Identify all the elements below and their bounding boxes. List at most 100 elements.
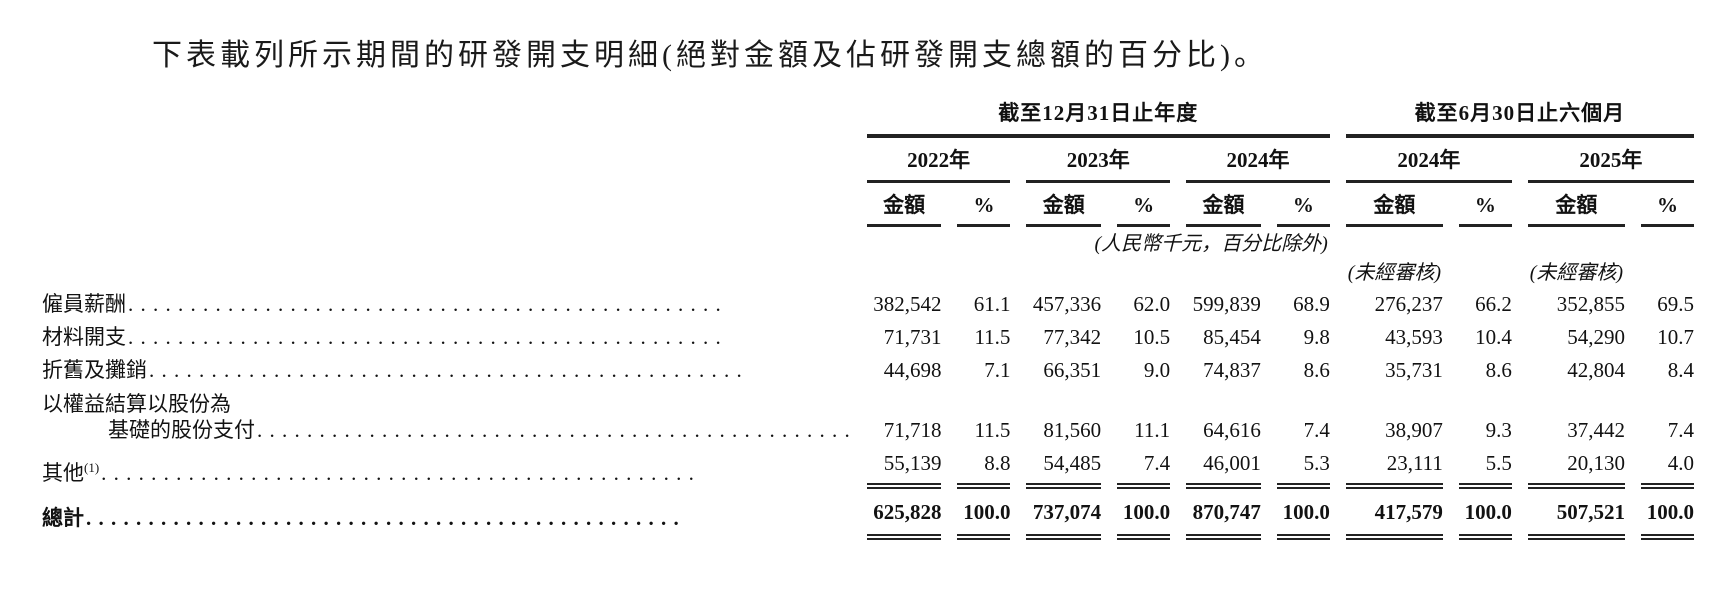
cell-total-value: 870,747: [1186, 489, 1261, 540]
cell-value: 64,616: [1203, 417, 1261, 442]
cell-value: 20,130: [1527, 446, 1625, 490]
label-spacer: [42, 94, 851, 138]
cell-value: 54,485: [1026, 446, 1102, 490]
cell-total-value: 625,828: [866, 489, 942, 540]
cell-value: 599,839: [1192, 291, 1261, 316]
table-row-total: 總計 625,828 100.0 737,074 100.0 870,747 1…: [42, 489, 1694, 540]
col-header-percent: %: [1276, 183, 1330, 227]
cell-value: 8.4: [1667, 358, 1694, 383]
unaudited-note-row: (未經審核) (未經審核): [42, 259, 1694, 287]
row-label: 總計: [42, 489, 851, 539]
spacer: [42, 259, 1330, 287]
cell-value: 68.9: [1293, 291, 1330, 316]
cell-value: 55,139: [866, 446, 942, 490]
cell-value: 352,855: [1556, 291, 1625, 316]
col-header-amount: 金額: [866, 183, 942, 227]
cell-value: 23,111: [1345, 446, 1443, 490]
row-label: 其他(1): [42, 446, 851, 489]
table-row-others: 其他(1) 55,139 8.8 54,485 7.4 46,001 5.3 2…: [42, 446, 1694, 490]
year-2023: 2023年: [1026, 138, 1171, 183]
table-row-employee-remuneration: 僱員薪酬 382,542 61.1 457,336 62.0 599,839 6…: [42, 287, 1694, 320]
cell-value: 42,804: [1567, 358, 1625, 383]
spacer: [1346, 227, 1694, 259]
cell-value: 62.0: [1133, 291, 1171, 316]
cell-value: 8.8: [957, 446, 1011, 490]
cell-value: 10.7: [1657, 325, 1694, 349]
cell-value: 10.4: [1475, 325, 1512, 349]
cell-value: 11.1: [1134, 417, 1171, 442]
row-label: 僱員薪酬: [42, 287, 851, 320]
cell-value: 66,351: [1043, 358, 1102, 383]
col-header-amount: 金額: [1026, 183, 1102, 227]
year-2025-6m: 2025年: [1527, 138, 1694, 183]
cell-value: 11.5: [974, 325, 1011, 349]
cell-value: 37,442: [1567, 417, 1625, 442]
cell-value: 457,336: [1032, 291, 1102, 316]
cell-value: 11.5: [974, 417, 1011, 442]
cell-total-value: 737,074: [1026, 489, 1102, 540]
cell-value: 81,560: [1043, 417, 1102, 442]
group-header-annual: 截至12月31日止年度: [866, 94, 1330, 139]
cell-value: 7.4: [1117, 446, 1171, 490]
label-spacer: [42, 138, 851, 182]
cell-total-value: 417,579: [1345, 489, 1443, 540]
table-row-share-based-payments: 以權益結算以股份為 基礎的股份支付 71,718 11.5 81,560 11.…: [42, 387, 1694, 447]
cell-value: 44,698: [883, 358, 942, 383]
col-header-amount: 金額: [1186, 183, 1261, 227]
col-header-percent: %: [1117, 183, 1171, 227]
cell-total-value: 100.0: [957, 489, 1011, 540]
dot-leader: [99, 460, 851, 486]
unit-note: (人民幣千元，百分比除外): [1094, 232, 1328, 255]
label-spacer: [42, 183, 851, 227]
year-2022: 2022年: [866, 138, 1011, 183]
dot-leader: [147, 357, 851, 383]
footnote-ref: (1): [84, 460, 100, 475]
cell-value: 276,237: [1374, 291, 1443, 316]
cell-value: 85,454: [1203, 325, 1261, 349]
cell-value: 382,542: [873, 291, 942, 316]
cell-value: 77,342: [1043, 325, 1102, 349]
period-group-header-row: 截至12月31日止年度 截至6月30日止六個月: [42, 94, 1694, 139]
col-header-amount: 金額: [1527, 183, 1625, 227]
table-row-materials: 材料開支 71,731 11.5 77,342 10.5 85,454 9.8 …: [42, 320, 1694, 353]
cell-value: 9.0: [1143, 358, 1171, 383]
row-label: 材料開支: [42, 320, 851, 353]
unaudited-note-2024: (未經審核): [1347, 261, 1442, 284]
table-row-depreciation-amortisation: 折舊及攤銷 44,698 7.1 66,351 9.0 74,837 8.6 3…: [42, 353, 1694, 386]
col-header-amount: 金額: [1345, 183, 1443, 227]
group-header-six-months: 截至6月30日止六個月: [1345, 94, 1694, 139]
cell-value: 74,837: [1203, 358, 1261, 383]
cell-value: 66.2: [1475, 291, 1512, 316]
year-header-row: 2022年 2023年 2024年 2024年 2025年: [42, 138, 1694, 183]
spacer: [1641, 259, 1694, 287]
unaudited-note-2025: (未經審核): [1529, 261, 1624, 284]
row-label: 折舊及攤銷: [42, 353, 851, 386]
col-header-percent: %: [1640, 183, 1694, 227]
cell-value: 7.4: [1667, 417, 1694, 442]
cell-value: 5.3: [1276, 446, 1330, 490]
cell-total-value: 100.0: [1117, 489, 1171, 540]
cell-total-value: 100.0: [1640, 489, 1694, 540]
year-2024: 2024年: [1186, 138, 1330, 183]
cell-value: 69.5: [1657, 291, 1694, 316]
page-title: 下表載列所示期間的研發開支明細(絕對金額及佔研發開支總額的百分比)。: [152, 39, 1268, 72]
cell-value: 54,290: [1567, 325, 1625, 349]
cell-value: 9.3: [1485, 417, 1512, 442]
cell-value: 9.8: [1303, 325, 1330, 349]
cell-total-value: 100.0: [1458, 489, 1512, 540]
cell-value: 10.5: [1133, 325, 1171, 349]
cell-total-value: 507,521: [1527, 489, 1625, 540]
cell-value: 46,001: [1186, 446, 1261, 490]
unit-note-row: (人民幣千元，百分比除外): [42, 227, 1694, 259]
year-2024-6m: 2024年: [1345, 138, 1512, 183]
col-header-percent: %: [957, 183, 1011, 227]
dot-leader: [126, 324, 851, 350]
cell-value: 7.1: [984, 358, 1011, 383]
cell-value: 43,593: [1385, 325, 1443, 349]
spacer: [1459, 259, 1512, 287]
label-spacer: [42, 227, 851, 259]
cell-value: 61.1: [973, 291, 1011, 316]
cell-total-value: 100.0: [1276, 489, 1330, 540]
col-header-percent: %: [1458, 183, 1512, 227]
